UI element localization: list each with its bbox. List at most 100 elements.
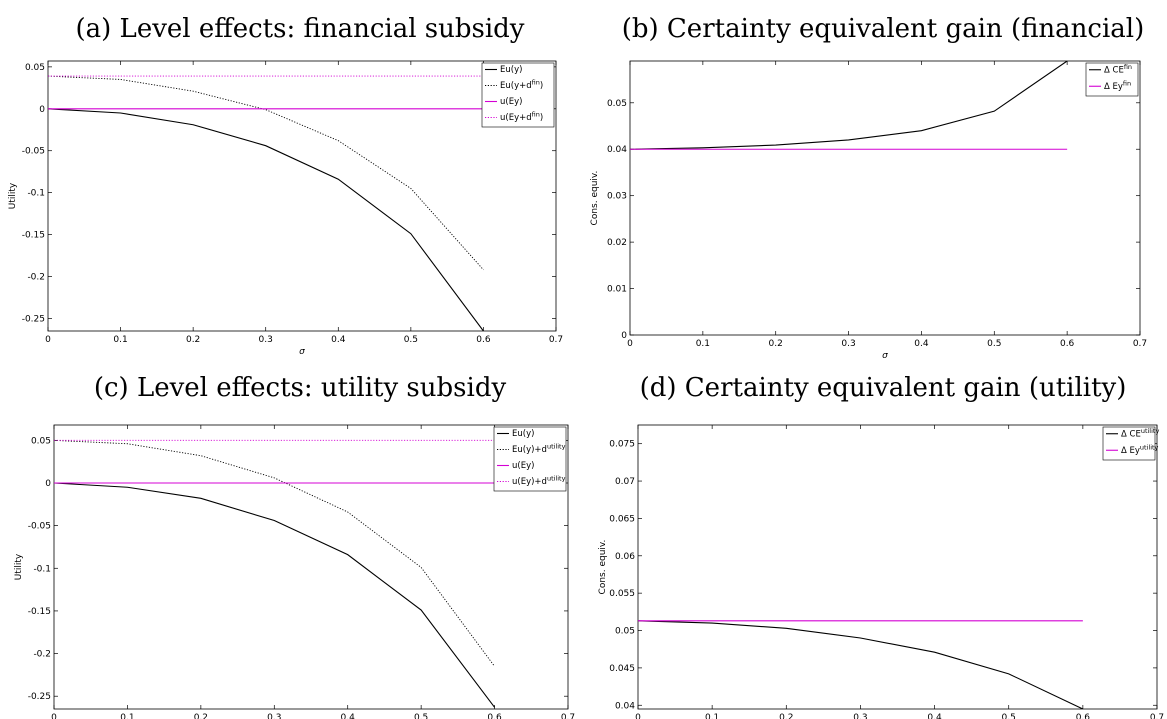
legend-label: Δ Eyfin bbox=[1104, 79, 1131, 92]
y-tick-label: 0.05 bbox=[31, 436, 51, 446]
x-tick-label: 0.4 bbox=[927, 713, 942, 719]
y-tick-label: 0.05 bbox=[615, 627, 635, 637]
x-tick-label: 0.1 bbox=[120, 713, 134, 719]
legend-label: Δ Eyutility bbox=[1121, 443, 1159, 456]
legend: Eu(y) Eu(y)+dutility u(Ey) u(Ey)+dutility bbox=[493, 426, 567, 492]
y-tick-label: 0.04 bbox=[607, 145, 627, 155]
legend-label: u(Ey+dfin) bbox=[500, 111, 543, 124]
y-tick-label: 0.03 bbox=[607, 192, 627, 202]
y-tick-label: -0.05 bbox=[22, 147, 45, 157]
y-tick-label: -0.25 bbox=[28, 692, 51, 702]
panel-title: (a) Level effects: financial subsidy bbox=[76, 14, 525, 44]
y-tick-label: -0.15 bbox=[22, 231, 45, 241]
y-tick-label: 0.075 bbox=[609, 440, 635, 450]
plot-area bbox=[637, 424, 1158, 710]
legend-box bbox=[481, 62, 555, 128]
x-tick-label: 0.3 bbox=[259, 335, 273, 345]
y-tick-label: 0.055 bbox=[609, 589, 635, 599]
x-tick-label: 0.1 bbox=[705, 713, 719, 719]
x-tick-label: 0.6 bbox=[476, 335, 491, 345]
chart-panel-3: (c) Level effects: utility subsidy 0 0.1 0.… bbox=[14, 373, 575, 719]
chart-panel-4: (d) Certainty equivalent gain (utility) 0… bbox=[598, 373, 1164, 719]
chart-panel-2: (b) Certainty equivalent gain (financial… bbox=[590, 14, 1147, 361]
y-tick-label: 0 bbox=[45, 479, 51, 489]
x-tick-label: 0.2 bbox=[779, 713, 793, 719]
x-tick-label: 0.6 bbox=[1060, 339, 1075, 349]
y-tick-label: 0.05 bbox=[25, 63, 45, 73]
legend-label: Δ CEfin bbox=[1104, 63, 1132, 76]
x-tick-label: 0.7 bbox=[1150, 713, 1164, 719]
y-axis-label: Utility bbox=[8, 182, 18, 209]
x-tick-label: 0.2 bbox=[769, 339, 783, 349]
plot-area bbox=[53, 424, 569, 710]
y-tick-label: -0.1 bbox=[27, 189, 45, 199]
x-tick-label: 0.6 bbox=[1076, 713, 1091, 719]
series-line-2 bbox=[54, 439, 495, 667]
series-line-1 bbox=[638, 620, 1084, 709]
x-tick-label: 0.3 bbox=[841, 339, 855, 349]
legend-label: Eu(y) bbox=[512, 429, 534, 439]
y-tick-label: 0.01 bbox=[607, 285, 627, 295]
x-tick-label: 0.5 bbox=[414, 713, 428, 719]
y-tick-label: 0 bbox=[621, 331, 627, 341]
y-tick-label: -0.2 bbox=[33, 650, 51, 660]
x-tick-label: 0.1 bbox=[696, 339, 710, 349]
x-tick-label: 0.5 bbox=[404, 335, 418, 345]
y-tick-label: -0.2 bbox=[27, 272, 45, 282]
x-tick-label: 0 bbox=[45, 335, 51, 345]
legend: Eu(y) Eu(y+dfin) u(Ey) u(Ey+dfin) bbox=[481, 62, 555, 128]
panel-title: (b) Certainty equivalent gain (financial… bbox=[622, 14, 1145, 44]
x-tick-label: 0.2 bbox=[186, 335, 200, 345]
y-tick-label: 0 bbox=[39, 105, 45, 115]
y-tick-label: -0.15 bbox=[28, 607, 51, 617]
legend: Δ CEfin Δ Eyfin bbox=[1085, 62, 1139, 97]
x-tick-label: 0.4 bbox=[914, 339, 929, 349]
legend-label: u(Ey) bbox=[512, 461, 534, 471]
y-tick-label: 0.02 bbox=[607, 238, 627, 248]
y-tick-label: 0.04 bbox=[615, 701, 635, 711]
y-axis-label: Utility bbox=[14, 553, 24, 580]
y-axis-label: Cons. equiv. bbox=[590, 171, 600, 226]
x-tick-label: 0.3 bbox=[853, 713, 867, 719]
series-line-1 bbox=[54, 482, 496, 708]
series-line-1 bbox=[48, 108, 484, 331]
x-tick-label: 0.3 bbox=[267, 713, 281, 719]
legend: Δ CEutility Δ Eyutility bbox=[1102, 426, 1159, 461]
y-tick-label: 0.07 bbox=[615, 477, 635, 487]
y-tick-label: -0.05 bbox=[28, 522, 51, 532]
x-tick-label: 0.1 bbox=[113, 335, 127, 345]
y-tick-label: 0.06 bbox=[615, 552, 635, 562]
panel-title: (c) Level effects: utility subsidy bbox=[94, 373, 507, 403]
x-tick-label: 0.6 bbox=[487, 713, 502, 719]
x-tick-label: 0 bbox=[51, 713, 57, 719]
chart-panel-1: (a) Level effects: financial subsidy 0 0.1… bbox=[8, 14, 563, 357]
legend-label: Eu(y) bbox=[500, 65, 522, 75]
plot-area bbox=[47, 60, 557, 332]
x-tick-label: 0.5 bbox=[1002, 713, 1016, 719]
legend-box bbox=[493, 426, 567, 492]
x-tick-label: 0.4 bbox=[341, 713, 356, 719]
legend-label: Δ CEutility bbox=[1121, 427, 1159, 440]
legend-label: Eu(y)+dutility bbox=[512, 443, 566, 456]
x-tick-label: 0.4 bbox=[331, 335, 346, 345]
x-axis-label: σ bbox=[882, 351, 888, 361]
x-tick-label: 0 bbox=[635, 713, 641, 719]
series-line-2 bbox=[48, 75, 484, 271]
legend-label: u(Ey)+dutility bbox=[512, 475, 566, 488]
x-tick-label: 0.7 bbox=[561, 713, 575, 719]
legend-label: Eu(y+dfin) bbox=[500, 79, 543, 92]
series-line-1 bbox=[630, 61, 1068, 150]
y-tick-label: 0.05 bbox=[607, 99, 627, 109]
y-tick-label: 0.065 bbox=[609, 514, 635, 524]
legend-label: u(Ey) bbox=[500, 97, 522, 107]
x-axis-label: σ bbox=[299, 347, 305, 357]
x-tick-label: 0.7 bbox=[549, 335, 563, 345]
panel-title: (d) Certainty equivalent gain (utility) bbox=[640, 373, 1127, 403]
legend-box bbox=[1102, 426, 1156, 461]
legend-box bbox=[1085, 62, 1139, 97]
y-tick-label: -0.25 bbox=[22, 314, 45, 324]
x-tick-label: 0 bbox=[627, 339, 633, 349]
y-tick-label: -0.1 bbox=[33, 564, 51, 574]
x-tick-label: 0.5 bbox=[987, 339, 1001, 349]
